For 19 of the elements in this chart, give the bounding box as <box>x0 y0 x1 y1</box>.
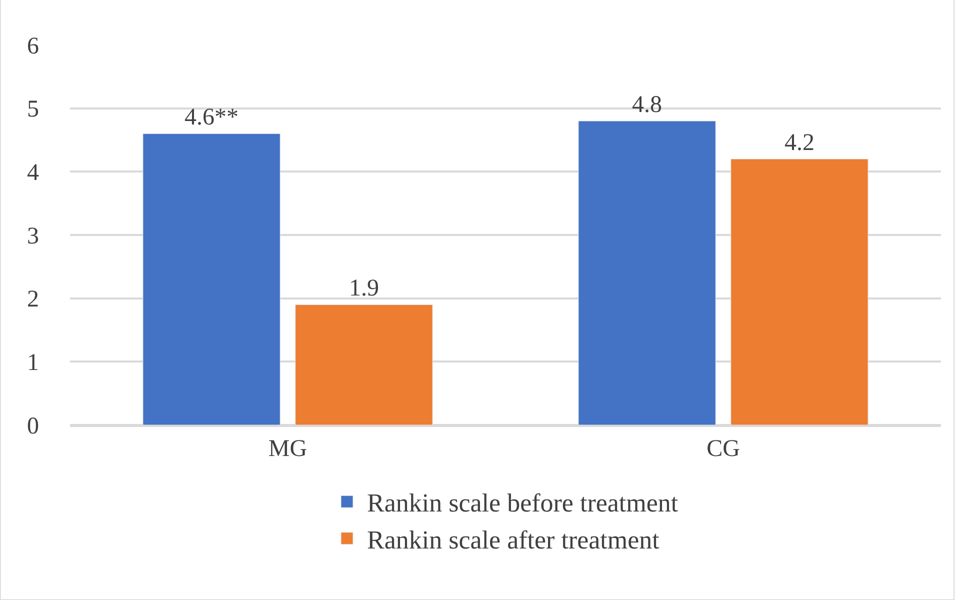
data-label: 4.8 <box>632 92 662 118</box>
y-tick-label: 5 <box>27 96 39 123</box>
legend-label: Rankin scale before treatment <box>367 488 679 518</box>
y-tick-label: 0 <box>27 413 39 440</box>
y-tick-label: 3 <box>27 223 39 250</box>
bar <box>295 304 433 425</box>
y-tick-label: 1 <box>27 350 39 376</box>
x-tick-label: MG <box>268 436 308 462</box>
data-label: 4.2 <box>784 130 814 156</box>
x-tick-label: CG <box>706 436 740 462</box>
data-label: 4.6** <box>184 104 239 131</box>
y-tick-label: 4 <box>27 160 39 186</box>
y-tick-label: 6 <box>27 33 39 60</box>
bar <box>730 158 868 425</box>
bar <box>578 120 716 425</box>
data-label: 1.9 <box>348 276 379 302</box>
bar <box>142 133 280 425</box>
legend-label: Rankin scale after treatment <box>367 526 660 555</box>
y-tick-label: 2 <box>27 286 39 313</box>
